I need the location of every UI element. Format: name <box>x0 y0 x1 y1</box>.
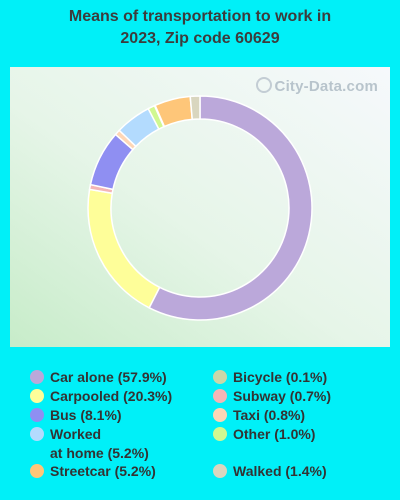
slice-car-alone <box>148 95 313 321</box>
watermark-text: City-Data.com <box>274 78 378 95</box>
slice-carpooled <box>87 188 161 309</box>
watermark-icon <box>255 77 272 93</box>
chart-title: Means of transportation to work in 2023,… <box>0 6 400 50</box>
slice-walked <box>189 95 201 121</box>
watermark: City-Data.com <box>255 77 378 95</box>
chart-title-line-1: Means of transportation to work in <box>68 8 332 25</box>
donut-hole <box>111 119 289 297</box>
chart-title-line-2: 2023, Zip code 60629 <box>120 30 280 47</box>
